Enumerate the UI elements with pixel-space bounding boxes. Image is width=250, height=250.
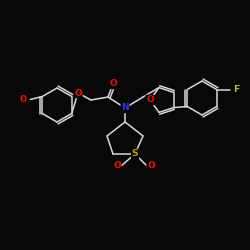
Text: F: F bbox=[233, 85, 239, 94]
Text: O: O bbox=[74, 88, 82, 98]
Text: O: O bbox=[146, 96, 154, 104]
Text: O: O bbox=[20, 95, 27, 104]
Text: O: O bbox=[109, 80, 117, 88]
Text: N: N bbox=[121, 104, 129, 112]
Text: O: O bbox=[147, 162, 155, 170]
Text: O: O bbox=[113, 162, 121, 170]
Text: S: S bbox=[132, 150, 138, 158]
